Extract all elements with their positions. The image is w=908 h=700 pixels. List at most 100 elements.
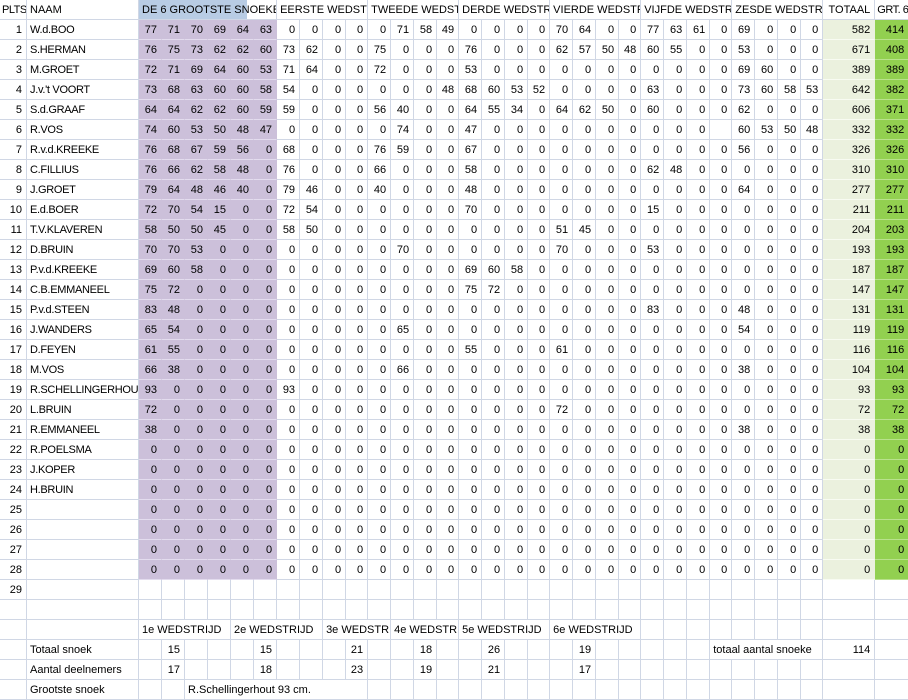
cell-match-score[interactable]: 0 [505,380,529,400]
cell-match-score[interactable]: 57 [573,40,597,60]
cell-empty[interactable] [664,600,688,620]
cell-match-score[interactable]: 0 [368,380,392,400]
cell-match-score[interactable] [732,580,756,600]
cell-match-score[interactable]: 0 [391,460,415,480]
cell-match-score[interactable]: 0 [368,480,392,500]
cell-match-score[interactable]: 60 [755,80,779,100]
cell-match-score[interactable]: 0 [300,280,324,300]
cell-match-score[interactable]: 55 [459,340,483,360]
cell-match-score[interactable]: 0 [528,400,551,420]
cell-match-score[interactable]: 0 [505,540,529,560]
cell-grootste-snoek[interactable]: 61 [139,340,162,360]
cell-match-score[interactable]: 0 [687,500,711,520]
cell-match-score[interactable]: 0 [277,420,301,440]
cell-match-score[interactable]: 83 [641,300,665,320]
cell-grootste-snoek[interactable]: 0 [231,360,254,380]
cell-match-score[interactable]: 38 [732,420,756,440]
cell-match-score[interactable]: 0 [596,160,620,180]
cell-match-score[interactable]: 0 [414,100,438,120]
cell-match-score[interactable] [346,580,369,600]
cell-match-score[interactable]: 0 [346,140,369,160]
cell-grootste-snoek[interactable]: 48 [231,120,254,140]
cell-match-score[interactable]: 0 [550,200,574,220]
cell-match-score[interactable]: 70 [391,240,415,260]
cell-match-score[interactable]: 0 [528,220,551,240]
cell-match-score[interactable]: 48 [619,40,642,60]
cell-match-score[interactable]: 70 [550,20,574,40]
cell-player-name[interactable]: T.V.KLAVEREN [27,220,139,240]
cell-grootste-snoek[interactable]: 0 [139,440,162,460]
stat-value-totaal-snoek[interactable]: 26 [482,640,506,660]
cell-match-score[interactable]: 0 [573,180,597,200]
cell-match-score[interactable]: 0 [778,100,802,120]
match-label[interactable]: 5e WEDSTRIJD [459,620,551,640]
cell-match-score[interactable]: 0 [277,120,301,140]
cell-plts[interactable]: 5 [0,100,27,120]
cell-empty[interactable] [550,640,574,660]
cell-match-score[interactable]: 0 [732,460,756,480]
cell-grootste-snoek[interactable]: 0 [185,520,208,540]
cell-match-score[interactable]: 0 [641,500,665,520]
cell-match-score[interactable]: 0 [277,340,301,360]
cell-match-score[interactable]: 0 [687,480,711,500]
cell-match-score[interactable]: 0 [641,60,665,80]
cell-match-score[interactable]: 0 [573,300,597,320]
cell-match-score[interactable]: 0 [641,360,665,380]
cell-player-name[interactable]: W.d.BOO [27,20,139,40]
cell-grt6[interactable]: 414 [875,20,908,40]
cell-match-score[interactable]: 0 [459,560,483,580]
cell-match-score[interactable]: 59 [391,140,415,160]
cell-match-score[interactable]: 0 [778,20,802,40]
cell-grootste-snoek[interactable]: 48 [231,160,254,180]
cell-match-score[interactable]: 0 [391,200,415,220]
cell-grootste-snoek[interactable]: 0 [231,400,254,420]
cell-grootste-snoek[interactable]: 53 [185,240,208,260]
cell-match-score[interactable]: 0 [619,440,642,460]
cell-match-score[interactable]: 0 [710,380,733,400]
cell-match-score[interactable]: 66 [368,160,392,180]
cell-match-score[interactable]: 0 [414,60,438,80]
cell-match-score[interactable]: 0 [368,280,392,300]
cell-match-score[interactable]: 0 [459,420,483,440]
cell-match-score[interactable]: 0 [573,60,597,80]
cell-empty[interactable] [414,600,438,620]
cell-match-score[interactable]: 0 [573,320,597,340]
cell-match-score[interactable]: 0 [528,340,551,360]
cell-match-score[interactable]: 0 [778,180,802,200]
cell-plts[interactable]: 27 [0,540,27,560]
cell-match-score[interactable]: 0 [323,60,347,80]
cell-totaal[interactable]: 277 [823,180,876,200]
cell-match-score[interactable]: 0 [596,140,620,160]
cell-match-score[interactable]: 0 [391,400,415,420]
cell-match-score[interactable]: 0 [346,160,369,180]
cell-match-score[interactable]: 0 [596,260,620,280]
cell-totaal[interactable]: 38 [823,420,876,440]
cell-match-score[interactable]: 0 [573,540,597,560]
cell-match-score[interactable]: 0 [323,100,347,120]
cell-match-score[interactable]: 0 [277,480,301,500]
cell-grootste-snoek[interactable]: 58 [208,160,231,180]
cell-match-score[interactable]: 0 [710,260,733,280]
cell-match-score[interactable]: 0 [505,180,529,200]
cell-plts[interactable]: 16 [0,320,27,340]
cell-match-score[interactable]: 0 [505,60,529,80]
cell-empty[interactable] [732,620,756,640]
cell-grootste-snoek[interactable]: 56 [231,140,254,160]
cell-match-score[interactable]: 0 [710,140,733,160]
cell-grootste-snoek[interactable] [231,580,254,600]
cell-match-score[interactable]: 0 [710,440,733,460]
stat-label-totaal-aantal[interactable]: totaal aantal snoeke [710,640,824,660]
cell-match-score[interactable]: 0 [277,500,301,520]
cell-empty[interactable] [231,600,254,620]
cell-match-score[interactable]: 0 [482,20,506,40]
cell-grt6[interactable]: 211 [875,200,908,220]
cell-match-score[interactable]: 0 [437,180,460,200]
cell-match-score[interactable]: 0 [755,40,779,60]
cell-match-score[interactable]: 34 [505,100,529,120]
cell-grootste-snoek[interactable]: 59 [208,140,231,160]
cell-match-score[interactable]: 60 [732,120,756,140]
cell-match-score[interactable]: 0 [596,420,620,440]
cell-grootste-snoek[interactable]: 73 [139,80,162,100]
cell-match-score[interactable]: 0 [391,480,415,500]
cell-player-name[interactable]: R.VOS [27,120,139,140]
